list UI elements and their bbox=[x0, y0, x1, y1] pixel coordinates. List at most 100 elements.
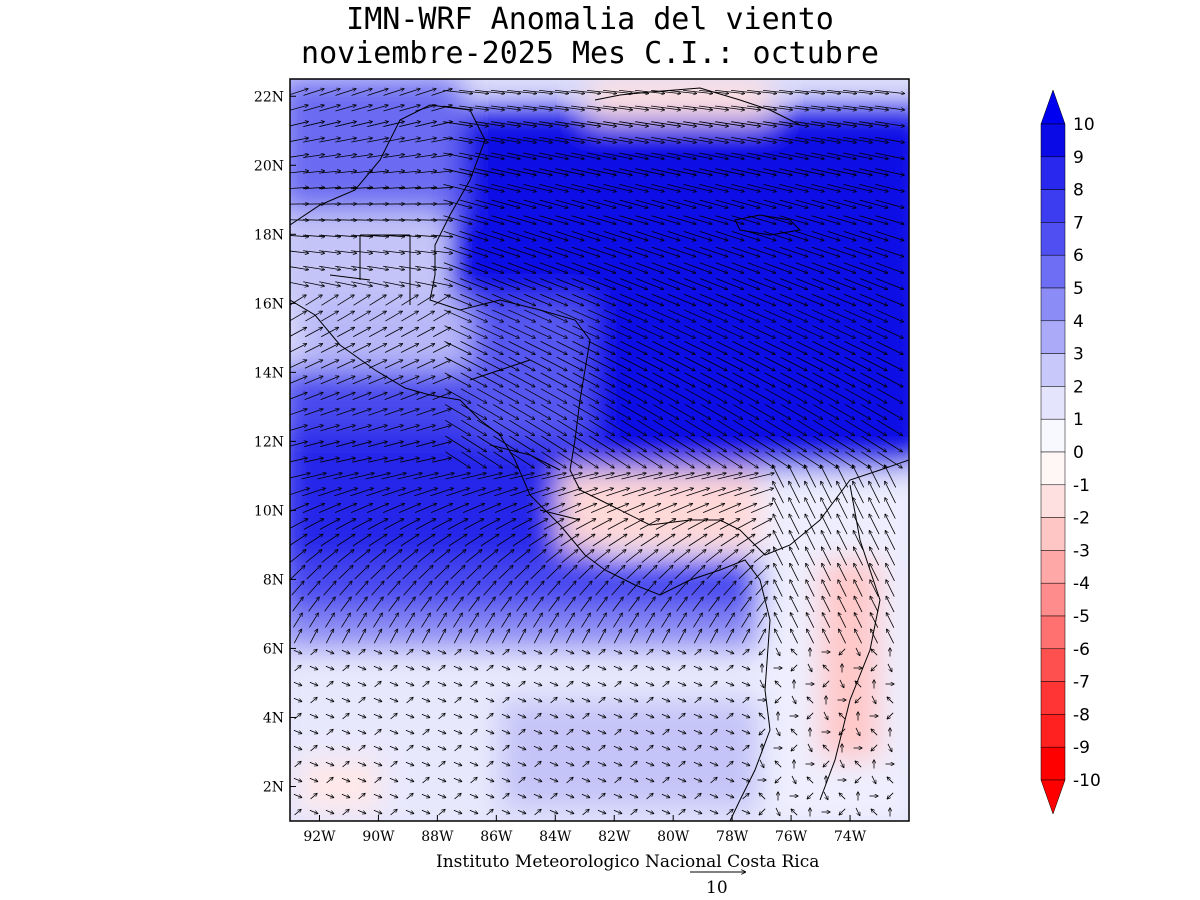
wind-vector bbox=[587, 183, 616, 191]
wind-vector bbox=[812, 372, 839, 388]
wind-vector bbox=[572, 293, 600, 306]
wind-vector bbox=[415, 138, 437, 143]
wind-vector bbox=[367, 281, 389, 286]
wind-vector bbox=[827, 278, 856, 290]
wind-vector bbox=[699, 168, 728, 176]
wind-vector bbox=[716, 356, 744, 372]
wind-vector bbox=[540, 293, 568, 306]
wind-vector bbox=[603, 215, 633, 225]
wind-vector bbox=[715, 121, 745, 127]
wind-vector bbox=[732, 309, 759, 322]
wind-vector bbox=[431, 89, 453, 96]
wind-vector bbox=[747, 278, 776, 290]
wind-vector bbox=[763, 246, 792, 257]
wind-vector bbox=[303, 89, 325, 96]
wind-vector bbox=[491, 262, 520, 273]
wind-vector bbox=[828, 293, 856, 306]
wind-vector bbox=[507, 199, 537, 208]
wind-vector bbox=[369, 326, 387, 338]
lat-tick-label: 10N bbox=[254, 503, 284, 519]
colorbar-label: -1 bbox=[1073, 476, 1090, 496]
wind-vector bbox=[290, 376, 307, 384]
lat-tick-label: 20N bbox=[254, 158, 284, 174]
wind-vector bbox=[571, 183, 600, 191]
wind-vector bbox=[619, 231, 649, 240]
colorbar-bin bbox=[1040, 386, 1066, 420]
wind-vector bbox=[603, 183, 632, 191]
wind-vector bbox=[368, 343, 387, 353]
wind-vector bbox=[683, 152, 712, 159]
wind-vector bbox=[555, 183, 584, 191]
wind-vector bbox=[320, 392, 340, 400]
wind-vector bbox=[508, 372, 535, 388]
wind-vector bbox=[716, 341, 744, 354]
wind-vector bbox=[430, 187, 453, 188]
wind-vector bbox=[748, 356, 776, 372]
wind-vector bbox=[796, 309, 823, 322]
wind-vector bbox=[476, 356, 504, 372]
wind-vector bbox=[556, 293, 584, 306]
wind-vector bbox=[763, 215, 793, 225]
wind-vector bbox=[572, 388, 599, 404]
wind-vector bbox=[699, 262, 728, 273]
wind-vector bbox=[290, 121, 308, 127]
wind-vector bbox=[571, 231, 601, 240]
wind-vector bbox=[843, 168, 872, 176]
wind-vector bbox=[700, 388, 727, 404]
wind-vector bbox=[399, 281, 421, 286]
wind-vector bbox=[619, 89, 649, 93]
wind-vector bbox=[319, 105, 340, 112]
wind-vector bbox=[475, 278, 504, 290]
wind-vector bbox=[492, 293, 520, 306]
wind-vector bbox=[540, 309, 567, 322]
lat-tick-label: 2N bbox=[263, 779, 284, 795]
wind-vector bbox=[383, 250, 405, 254]
wind-vector bbox=[571, 136, 601, 142]
wind-vector bbox=[336, 376, 355, 385]
wind-vector bbox=[859, 152, 888, 159]
wind-vector bbox=[555, 199, 585, 208]
colorbar-label: 6 bbox=[1073, 246, 1084, 266]
wind-vector bbox=[539, 246, 568, 257]
wind-vector bbox=[811, 199, 841, 208]
wind-vector bbox=[431, 265, 453, 269]
wind-vector bbox=[352, 392, 372, 400]
wind-vector bbox=[351, 265, 373, 269]
wind-vector bbox=[620, 309, 647, 322]
wind-vector bbox=[731, 278, 760, 290]
wind-vector bbox=[399, 171, 421, 174]
wind-vector bbox=[383, 121, 404, 127]
wind-vector bbox=[843, 231, 873, 240]
wind-vector bbox=[431, 281, 453, 286]
wind-vector bbox=[443, 183, 472, 191]
wind-vector bbox=[795, 215, 825, 225]
colorbar-bin bbox=[1040, 418, 1066, 453]
wind-vector bbox=[651, 136, 681, 142]
wind-vector bbox=[475, 246, 504, 257]
wind-vector bbox=[319, 89, 341, 96]
wind-vector bbox=[860, 309, 887, 322]
wind-vector bbox=[715, 199, 745, 208]
wind-vector bbox=[443, 152, 472, 159]
wind-vector bbox=[795, 246, 824, 257]
wind-vector bbox=[555, 136, 585, 142]
wind-vector bbox=[416, 392, 436, 400]
wind-vector bbox=[491, 199, 521, 208]
wind-vector bbox=[491, 231, 521, 240]
wind-vector bbox=[620, 356, 648, 372]
wind-vector bbox=[875, 168, 904, 176]
wind-vector bbox=[383, 138, 405, 143]
wind-vector bbox=[350, 220, 373, 221]
wind-vector bbox=[492, 325, 519, 339]
wind-vector bbox=[859, 121, 889, 127]
wind-vector bbox=[492, 309, 519, 322]
wind-vector bbox=[620, 293, 648, 306]
wind-vector bbox=[635, 231, 665, 240]
wind-vector bbox=[828, 356, 856, 372]
colorbar-bin bbox=[1040, 648, 1066, 682]
wind-vector bbox=[318, 187, 341, 188]
wind-vector bbox=[667, 215, 697, 225]
wind-vector bbox=[604, 325, 631, 339]
wind-vector bbox=[843, 183, 872, 191]
wind-vector bbox=[668, 309, 695, 322]
